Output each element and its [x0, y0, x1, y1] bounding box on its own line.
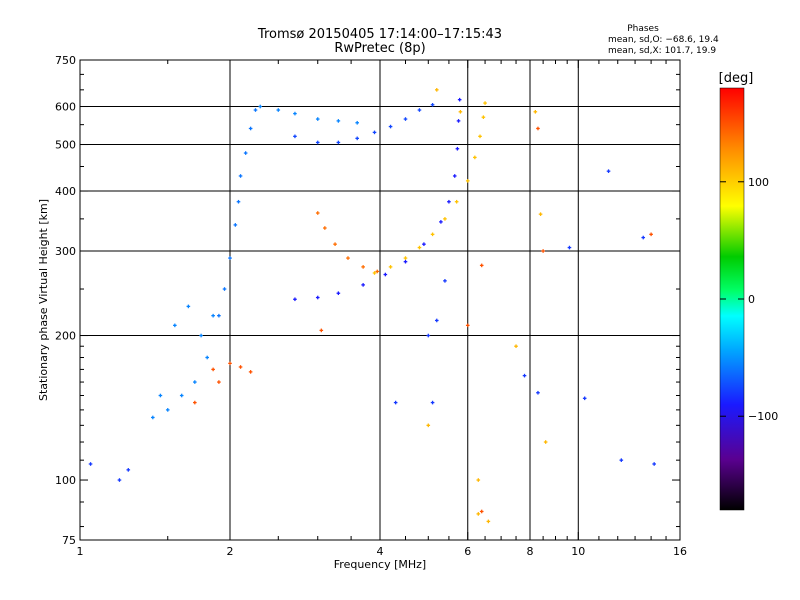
data-points — [88, 88, 656, 524]
series-arc-inner-o — [315, 211, 380, 274]
series-fregion-column — [217, 108, 258, 318]
colorbar-tick-label: 100 — [748, 176, 769, 189]
axis-ticks — [79, 59, 681, 541]
series-upper-cyan — [258, 104, 359, 125]
series-lower-spread — [151, 304, 215, 420]
series-arc-outer-x — [372, 101, 487, 275]
grid-lines — [80, 60, 680, 540]
y-tick-label: 750 — [55, 54, 76, 67]
colorbar-ticks: −100 0 100 — [720, 176, 778, 423]
colorbar-label: [deg] — [719, 71, 754, 86]
y-tick-label: 200 — [55, 330, 76, 343]
colorbar-tick-label: 0 — [748, 293, 755, 306]
y-tick-labels: 75 100 200 300 400 500 600 750 — [55, 54, 76, 547]
series-scatter-yellow — [426, 88, 548, 524]
y-tick-label: 75 — [62, 534, 76, 547]
series-arc-upper-o — [293, 102, 435, 145]
x-tick-label: 10 — [571, 545, 585, 558]
x-tick-label: 8 — [527, 545, 534, 558]
y-tick-label: 600 — [55, 101, 76, 114]
x-tick-label: 1 — [77, 545, 84, 558]
y-axis-label: Stationary phase Virtual Height [km] — [37, 199, 50, 401]
y-tick-label: 300 — [55, 245, 76, 258]
phase-stats-o: mean, sd,O: −68.6, 19.4 — [608, 35, 719, 45]
y-tick-label: 400 — [55, 185, 76, 198]
series-arc-outer-o — [293, 97, 462, 302]
chart-subtitle: RwPretec (8p) — [334, 41, 425, 56]
x-tick-label: 4 — [377, 545, 384, 558]
chart-title: Tromsø 20150405 17:14:00–17:15:43 — [257, 27, 502, 42]
y-tick-label: 100 — [55, 474, 76, 487]
phase-stats: Phases mean, sd,O: −68.6, 19.4 mean, sd,… — [608, 24, 719, 56]
phase-heading: Phases — [627, 24, 659, 34]
x-tick-label: 6 — [464, 545, 471, 558]
phase-stats-x: mean, sd,X: 101.7, 19.9 — [608, 46, 716, 56]
series-scatter-orange — [319, 126, 653, 514]
x-tick-label: 2 — [227, 545, 234, 558]
series-low-orange — [193, 361, 253, 405]
series-scatter-misc — [88, 169, 656, 482]
colorbar-tick-label: −100 — [748, 410, 778, 423]
y-tick-label: 500 — [55, 139, 76, 152]
x-axis-label: Frequency [MHz] — [334, 558, 426, 571]
x-tick-labels: 1 2 4 6 8 10 16 — [77, 545, 688, 558]
x-tick-label: 16 — [673, 545, 687, 558]
